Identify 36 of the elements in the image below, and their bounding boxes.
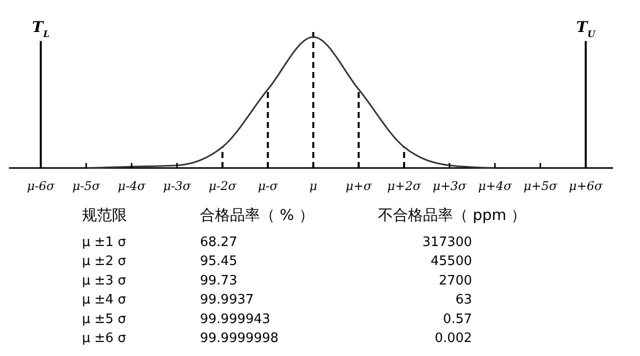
text: 0.002 (434, 331, 472, 346)
text: 99.9937 (200, 292, 254, 308)
x-tick-label: μ+σ (346, 179, 373, 193)
x-tick-label: μ+2σ (387, 179, 422, 193)
ref-line-label: T$_{L}$ (32, 18, 50, 40)
text: 45500 (430, 254, 472, 270)
text: μ ±3 σ (82, 273, 126, 288)
text: 99.9999998 (200, 331, 279, 346)
text: 不合格品率（ ppm ） (378, 206, 526, 224)
x-tick-label: μ (309, 179, 318, 193)
text: 95.45 (200, 254, 238, 270)
text: 63 (455, 292, 472, 308)
text: 68.27 (200, 235, 238, 250)
text: 0.57 (443, 312, 472, 327)
x-tick-label: μ-5σ (72, 179, 101, 193)
text: 规范限 (82, 206, 127, 224)
text: 317300 (422, 235, 472, 250)
x-tick-label: μ-2σ (208, 179, 238, 193)
x-tick-label: μ+5σ (523, 179, 558, 193)
text: 2700 (438, 273, 472, 288)
x-tick-label: μ-6σ (26, 179, 56, 193)
x-tick-label: μ+6σ (568, 179, 604, 193)
x-tick-label: μ-4σ (118, 179, 146, 193)
text: μ ±5 σ (82, 312, 126, 327)
text: 合格品率（ % ） (200, 206, 314, 224)
x-tick-label: μ+3σ (432, 179, 468, 193)
text: 99.73 (200, 273, 238, 288)
text: 99.999943 (200, 312, 270, 327)
x-tick-label: μ-σ (258, 179, 279, 193)
ref-line-label: T$_{U}$ (576, 18, 596, 40)
text: μ ±2 σ (82, 254, 126, 270)
text: μ ±6 σ (82, 331, 126, 346)
x-tick-label: μ-3σ (163, 179, 192, 193)
x-tick-label: μ+4σ (478, 179, 513, 193)
text: μ ±1 σ (82, 235, 126, 250)
text: μ ±4 σ (82, 292, 126, 308)
